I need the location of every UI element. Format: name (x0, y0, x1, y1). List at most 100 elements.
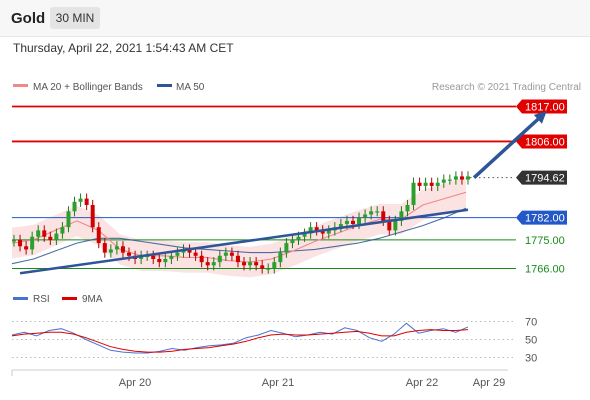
candle-body (459, 176, 464, 180)
candle-body (411, 182, 416, 205)
rsi-line (11, 322, 469, 354)
level-tag-1794.62 (516, 170, 567, 185)
candle-body (453, 176, 458, 180)
candle-body (284, 243, 289, 253)
timeframe-button[interactable]: 30 MIN (50, 7, 100, 29)
candle-body (169, 255, 174, 259)
level-label-1782.00: 1782.00 (525, 213, 565, 225)
candle-body (278, 252, 283, 263)
candle-body (399, 211, 404, 221)
candle-body (320, 230, 325, 234)
candle-body (235, 255, 240, 263)
candle-body (18, 239, 23, 247)
candle-body (54, 233, 59, 240)
x-tick-label: Apr 29 (473, 377, 505, 389)
candle-body (66, 211, 71, 228)
candle-body (393, 220, 398, 231)
projection-arrow-head (533, 111, 547, 124)
candle-body (296, 236, 301, 240)
projection-arrow-line (472, 117, 540, 179)
candle-body (108, 249, 113, 253)
candle-body (72, 201, 77, 212)
rsi-legend-label: RSI (33, 294, 50, 305)
candle-body (163, 258, 168, 263)
candle-body (217, 255, 222, 263)
x-tick-label: Apr 21 (262, 377, 294, 389)
candle-body (248, 262, 253, 266)
candle-body (314, 227, 319, 231)
candle-body (363, 214, 368, 218)
candle-body (447, 179, 452, 181)
rsi-legend-swatch (13, 297, 28, 300)
candle-body (42, 230, 47, 237)
candle-body (423, 182, 428, 186)
candle-body (96, 227, 101, 244)
candle-body (417, 182, 422, 186)
candle-body (435, 182, 440, 186)
candle-body (84, 198, 89, 205)
candle-body (466, 176, 470, 180)
x-tick-label: Apr 22 (406, 377, 438, 389)
candle-body (381, 211, 386, 221)
candle-body (48, 236, 53, 240)
support-trendline (19, 208, 469, 275)
candle-body (375, 211, 380, 213)
level-label-1766.00: 1766.00 (525, 264, 565, 276)
x-tick-label: Apr 20 (119, 377, 151, 389)
candle-body (151, 255, 156, 259)
candle-body (290, 239, 295, 244)
rsi-ma-legend-swatch (62, 297, 77, 300)
candle-body (30, 236, 35, 250)
candle-body (127, 252, 132, 256)
ma20-legend-swatch (13, 84, 28, 87)
chart-datetime: Thursday, April 22, 2021 1:54:43 AM CET (13, 41, 234, 55)
candle-body (78, 198, 83, 202)
candle-body (199, 255, 204, 263)
candle-body (193, 252, 198, 256)
rsi-tick-label: 50 (525, 335, 537, 347)
candle-body (260, 265, 265, 269)
title-bar: Gold 30 MIN (0, 0, 590, 37)
level-tag-1782.00 (516, 210, 567, 225)
ma50-legend-swatch (157, 84, 172, 87)
candle-body (272, 262, 277, 269)
candle-body (344, 220, 349, 225)
ma50-legend-label: MA 50 (176, 82, 205, 93)
candle-body (242, 262, 247, 266)
level-label-1806.00: 1806.00 (525, 136, 565, 148)
candle-body (338, 224, 343, 228)
candle-body (387, 220, 392, 231)
candle-body (429, 182, 434, 186)
candle-body (357, 217, 362, 225)
candle-body (369, 211, 374, 215)
level-label-1775.00: 1775.00 (525, 235, 565, 247)
ma20-legend-label: MA 20 + Bollinger Bands (33, 82, 143, 93)
candle-body (60, 227, 65, 234)
rsi-ma-line (11, 329, 469, 353)
candle-body (211, 262, 216, 266)
level-tag-1806.00 (516, 134, 567, 149)
candle-body (24, 246, 29, 250)
level-label-1794.62: 1794.62 (525, 173, 565, 185)
rsi-tick-label: 30 (525, 353, 537, 365)
candle-body (175, 252, 180, 256)
candle-body (157, 258, 162, 263)
bollinger-band-area (12, 177, 466, 278)
ma50-line (11, 207, 467, 265)
candle-body (302, 233, 307, 237)
candle-body (223, 252, 228, 256)
candle-body (36, 230, 41, 237)
candle-body (308, 227, 313, 234)
candle-body (350, 220, 355, 225)
candle-body (187, 249, 192, 253)
candle-body (405, 204, 410, 212)
candle-body (441, 179, 446, 183)
rsi-tick-label: 70 (525, 317, 537, 329)
candle-body (114, 246, 119, 250)
candle-body (139, 255, 144, 259)
candle-body (205, 262, 210, 266)
copyright-text: Research © 2021 Trading Central (432, 82, 581, 93)
candle-body (254, 262, 259, 266)
candle-body (326, 230, 331, 234)
